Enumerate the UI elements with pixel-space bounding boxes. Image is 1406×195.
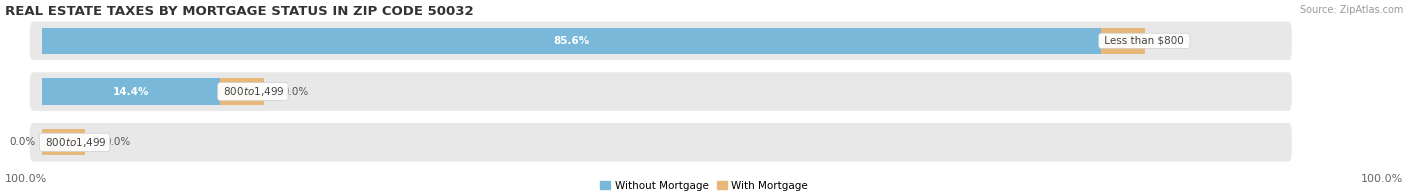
Text: $800 to $1,499: $800 to $1,499 (221, 85, 285, 98)
Bar (42, 28, 1101, 54)
Text: 0.0%: 0.0% (283, 87, 308, 97)
Text: 100.0%: 100.0% (1361, 174, 1403, 184)
Legend: Without Mortgage, With Mortgage: Without Mortgage, With Mortgage (596, 176, 813, 195)
Bar (221, 78, 263, 105)
Text: Less than $800: Less than $800 (1101, 36, 1187, 46)
FancyBboxPatch shape (30, 72, 1292, 111)
FancyBboxPatch shape (30, 22, 1292, 60)
Text: 85.6%: 85.6% (554, 36, 589, 46)
Bar (42, 129, 86, 155)
Text: REAL ESTATE TAXES BY MORTGAGE STATUS IN ZIP CODE 50032: REAL ESTATE TAXES BY MORTGAGE STATUS IN … (4, 5, 474, 18)
Text: 0.0%: 0.0% (104, 137, 131, 147)
Text: 100.0%: 100.0% (4, 174, 48, 184)
Text: 14.4%: 14.4% (112, 87, 149, 97)
Text: Source: ZipAtlas.com: Source: ZipAtlas.com (1301, 5, 1403, 15)
Text: 0.0%: 0.0% (10, 137, 37, 147)
Text: 0.0%: 0.0% (1163, 36, 1189, 46)
Bar (42, 78, 221, 105)
Text: $800 to $1,499: $800 to $1,499 (42, 136, 107, 149)
Bar (1101, 28, 1144, 54)
FancyBboxPatch shape (30, 123, 1292, 162)
